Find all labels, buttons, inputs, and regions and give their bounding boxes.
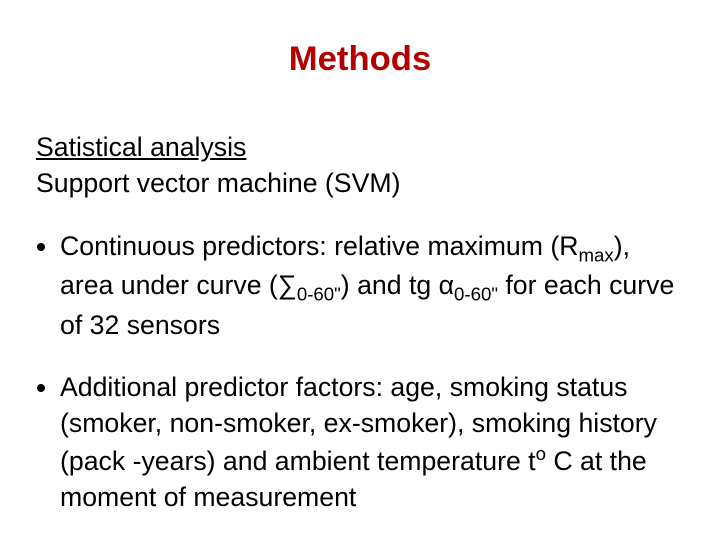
subheading-block: Satistical analysis Support vector machi… xyxy=(36,129,680,201)
subhead-line2: Support vector machine (SVM) xyxy=(36,168,400,198)
bullet-list: Continuous predictors: relative maximum … xyxy=(36,228,680,515)
bullet-1-sub3: 0-60" xyxy=(454,284,498,305)
bullet-2: Additional predictor factors: age, smoki… xyxy=(60,369,680,515)
title-text: Methods xyxy=(289,40,431,78)
bullet-2-sup1: o xyxy=(536,443,546,464)
slide: Methods Satistical analysis Support vect… xyxy=(0,40,720,540)
bullet-1-part3: ) and tg α xyxy=(341,270,454,300)
bullet-1: Continuous predictors: relative maximum … xyxy=(60,228,680,343)
subhead-line1: Satistical analysis xyxy=(36,132,246,162)
bullet-1-part1: Continuous predictors: relative maximum … xyxy=(60,231,579,261)
bullet-1-sub2: 0-60" xyxy=(297,284,341,305)
slide-title: Methods xyxy=(0,40,720,79)
bullet-1-sub1: max xyxy=(579,244,614,265)
